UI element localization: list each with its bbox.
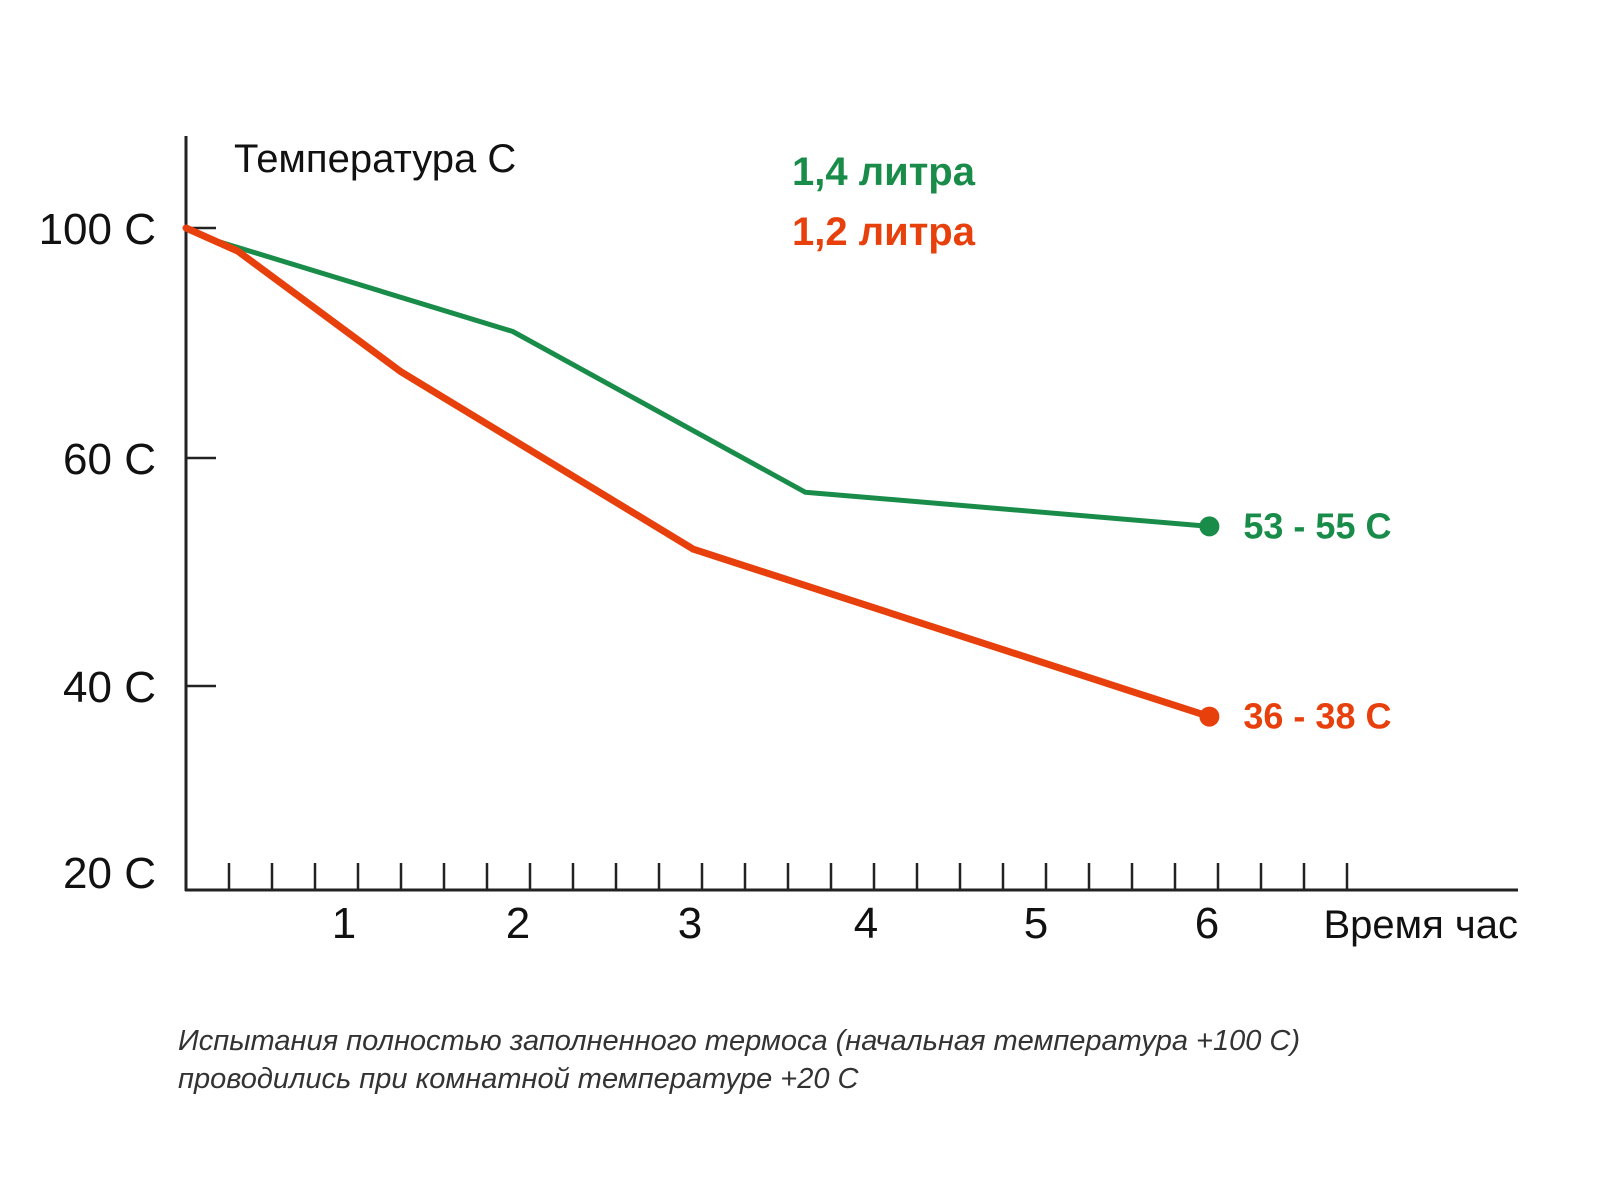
x-tick-label: 4 (854, 899, 878, 948)
legend-entry-1: 1,4 литра (792, 150, 976, 194)
series-end-point-1 (1199, 516, 1220, 537)
caption-line-1: Испытания полностью заполненного термоса… (178, 1025, 1300, 1057)
x-tick-label: 6 (1195, 899, 1219, 948)
legend-entry-2: 1,2 литра (792, 210, 976, 254)
axes-group (184, 136, 1518, 892)
y-tick-label: 20 С (63, 849, 156, 898)
x-axis-title: Время час (1323, 903, 1518, 947)
y-tick-label: 60 С (63, 435, 156, 484)
caption-line-2: проводились при комнатной температуре +2… (178, 1063, 859, 1095)
series-group (182, 224, 1220, 727)
series-line-2 (182, 224, 1213, 721)
labels-group: 100 С 60 С 40 С 20 С 1 2 3 4 5 6 Температура С Врем… (39, 137, 1518, 948)
chart-caption: Испытания полностью заполненного термоса… (178, 1022, 1558, 1098)
y-tick-label: 100 С (39, 205, 156, 254)
x-tick-label: 5 (1024, 899, 1048, 948)
y-tick-label: 40 С (63, 663, 156, 712)
series-end-point-2 (1199, 706, 1220, 727)
series-end-label-1: 53 - 55 С (1243, 505, 1391, 546)
series-end-label-2: 36 - 38 С (1243, 696, 1391, 737)
x-tick-label: 3 (678, 899, 702, 948)
x-tick-label: 1 (332, 899, 356, 948)
y-axis-title: Температура С (234, 137, 516, 181)
series-line-1 (183, 225, 1212, 529)
x-tick-label: 2 (506, 899, 530, 948)
